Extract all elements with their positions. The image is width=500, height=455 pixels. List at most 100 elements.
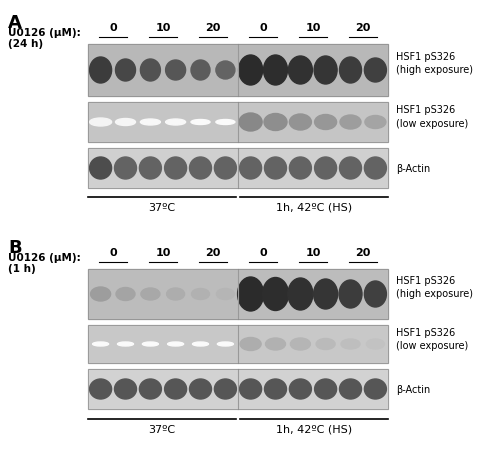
Ellipse shape (264, 379, 286, 399)
Ellipse shape (262, 278, 288, 311)
Bar (88, 103, 388, 143)
Ellipse shape (164, 157, 186, 180)
Text: A: A (8, 14, 22, 32)
Ellipse shape (314, 279, 338, 309)
Ellipse shape (116, 60, 136, 82)
Ellipse shape (364, 157, 386, 180)
Ellipse shape (166, 61, 186, 81)
Bar (88, 45, 388, 97)
Ellipse shape (364, 379, 386, 399)
Text: 0: 0 (259, 23, 267, 33)
Text: 1h, 42ºC (HS): 1h, 42ºC (HS) (276, 202, 352, 212)
Ellipse shape (140, 157, 162, 180)
Ellipse shape (168, 342, 184, 346)
Ellipse shape (90, 157, 112, 180)
Bar (88, 149, 388, 188)
Text: 20: 20 (356, 23, 370, 33)
Ellipse shape (366, 339, 384, 349)
Ellipse shape (114, 379, 136, 399)
Ellipse shape (190, 379, 212, 399)
Ellipse shape (340, 116, 361, 130)
Text: 0: 0 (109, 23, 117, 33)
Bar (88, 149, 388, 188)
Ellipse shape (314, 57, 337, 85)
Ellipse shape (166, 120, 186, 126)
Text: 10: 10 (156, 248, 170, 258)
Ellipse shape (238, 278, 264, 311)
Ellipse shape (142, 342, 158, 346)
Ellipse shape (264, 56, 287, 86)
Ellipse shape (192, 342, 208, 346)
Ellipse shape (314, 157, 336, 180)
Ellipse shape (118, 342, 134, 346)
Bar (88, 325, 388, 363)
Text: β-Actin: β-Actin (396, 384, 430, 394)
Ellipse shape (290, 379, 312, 399)
Text: 10: 10 (156, 23, 170, 33)
Ellipse shape (191, 61, 210, 81)
Text: 0: 0 (109, 248, 117, 258)
Ellipse shape (90, 379, 112, 399)
Ellipse shape (340, 58, 361, 84)
Ellipse shape (214, 157, 236, 180)
Ellipse shape (266, 338, 285, 350)
Text: (24 h): (24 h) (8, 39, 43, 49)
Ellipse shape (92, 342, 108, 346)
Bar (88, 103, 388, 143)
Ellipse shape (364, 59, 386, 83)
Ellipse shape (192, 289, 210, 300)
Text: 10: 10 (306, 23, 320, 33)
Ellipse shape (90, 58, 112, 84)
Text: HSF1 pS326
(high exposure): HSF1 pS326 (high exposure) (396, 51, 473, 75)
Ellipse shape (140, 379, 162, 399)
Ellipse shape (90, 288, 110, 301)
Ellipse shape (216, 62, 235, 80)
Text: U0126 (μM):: U0126 (μM): (8, 253, 81, 263)
Ellipse shape (140, 60, 160, 82)
Ellipse shape (290, 157, 312, 180)
Ellipse shape (190, 157, 212, 180)
Bar (88, 369, 388, 409)
Ellipse shape (116, 119, 136, 126)
Ellipse shape (216, 120, 235, 125)
Bar (88, 269, 388, 319)
Text: 37ºC: 37ºC (148, 202, 176, 212)
Ellipse shape (114, 157, 136, 180)
Text: 20: 20 (356, 248, 370, 258)
Text: 1h, 42ºC (HS): 1h, 42ºC (HS) (276, 424, 352, 434)
Ellipse shape (339, 280, 362, 308)
Ellipse shape (341, 339, 360, 349)
Ellipse shape (240, 338, 261, 351)
Ellipse shape (116, 288, 135, 301)
Ellipse shape (141, 288, 160, 300)
Ellipse shape (264, 157, 286, 180)
Ellipse shape (218, 342, 234, 346)
Ellipse shape (364, 281, 386, 307)
Text: U0126 (μM):: U0126 (μM): (8, 28, 81, 38)
Ellipse shape (316, 339, 335, 350)
Bar (88, 325, 388, 363)
Text: 10: 10 (306, 248, 320, 258)
Ellipse shape (365, 116, 386, 129)
Ellipse shape (314, 379, 336, 399)
Text: HSF1 pS326
(low exposure): HSF1 pS326 (low exposure) (396, 105, 468, 128)
Ellipse shape (238, 56, 262, 86)
Text: B: B (8, 238, 22, 257)
Ellipse shape (164, 379, 186, 399)
Ellipse shape (290, 338, 310, 350)
Text: 20: 20 (206, 248, 220, 258)
Ellipse shape (314, 115, 336, 130)
Ellipse shape (264, 114, 287, 131)
Ellipse shape (191, 120, 210, 125)
Text: β-Actin: β-Actin (396, 164, 430, 174)
Text: HSF1 pS326
(low exposure): HSF1 pS326 (low exposure) (396, 327, 468, 350)
Ellipse shape (214, 379, 236, 399)
Ellipse shape (340, 157, 361, 180)
Ellipse shape (240, 157, 262, 180)
Bar (88, 369, 388, 409)
Ellipse shape (239, 114, 262, 131)
Ellipse shape (288, 57, 312, 85)
Text: 0: 0 (259, 248, 267, 258)
Bar (88, 45, 388, 97)
Text: HSF1 pS326
(high exposure): HSF1 pS326 (high exposure) (396, 275, 473, 298)
